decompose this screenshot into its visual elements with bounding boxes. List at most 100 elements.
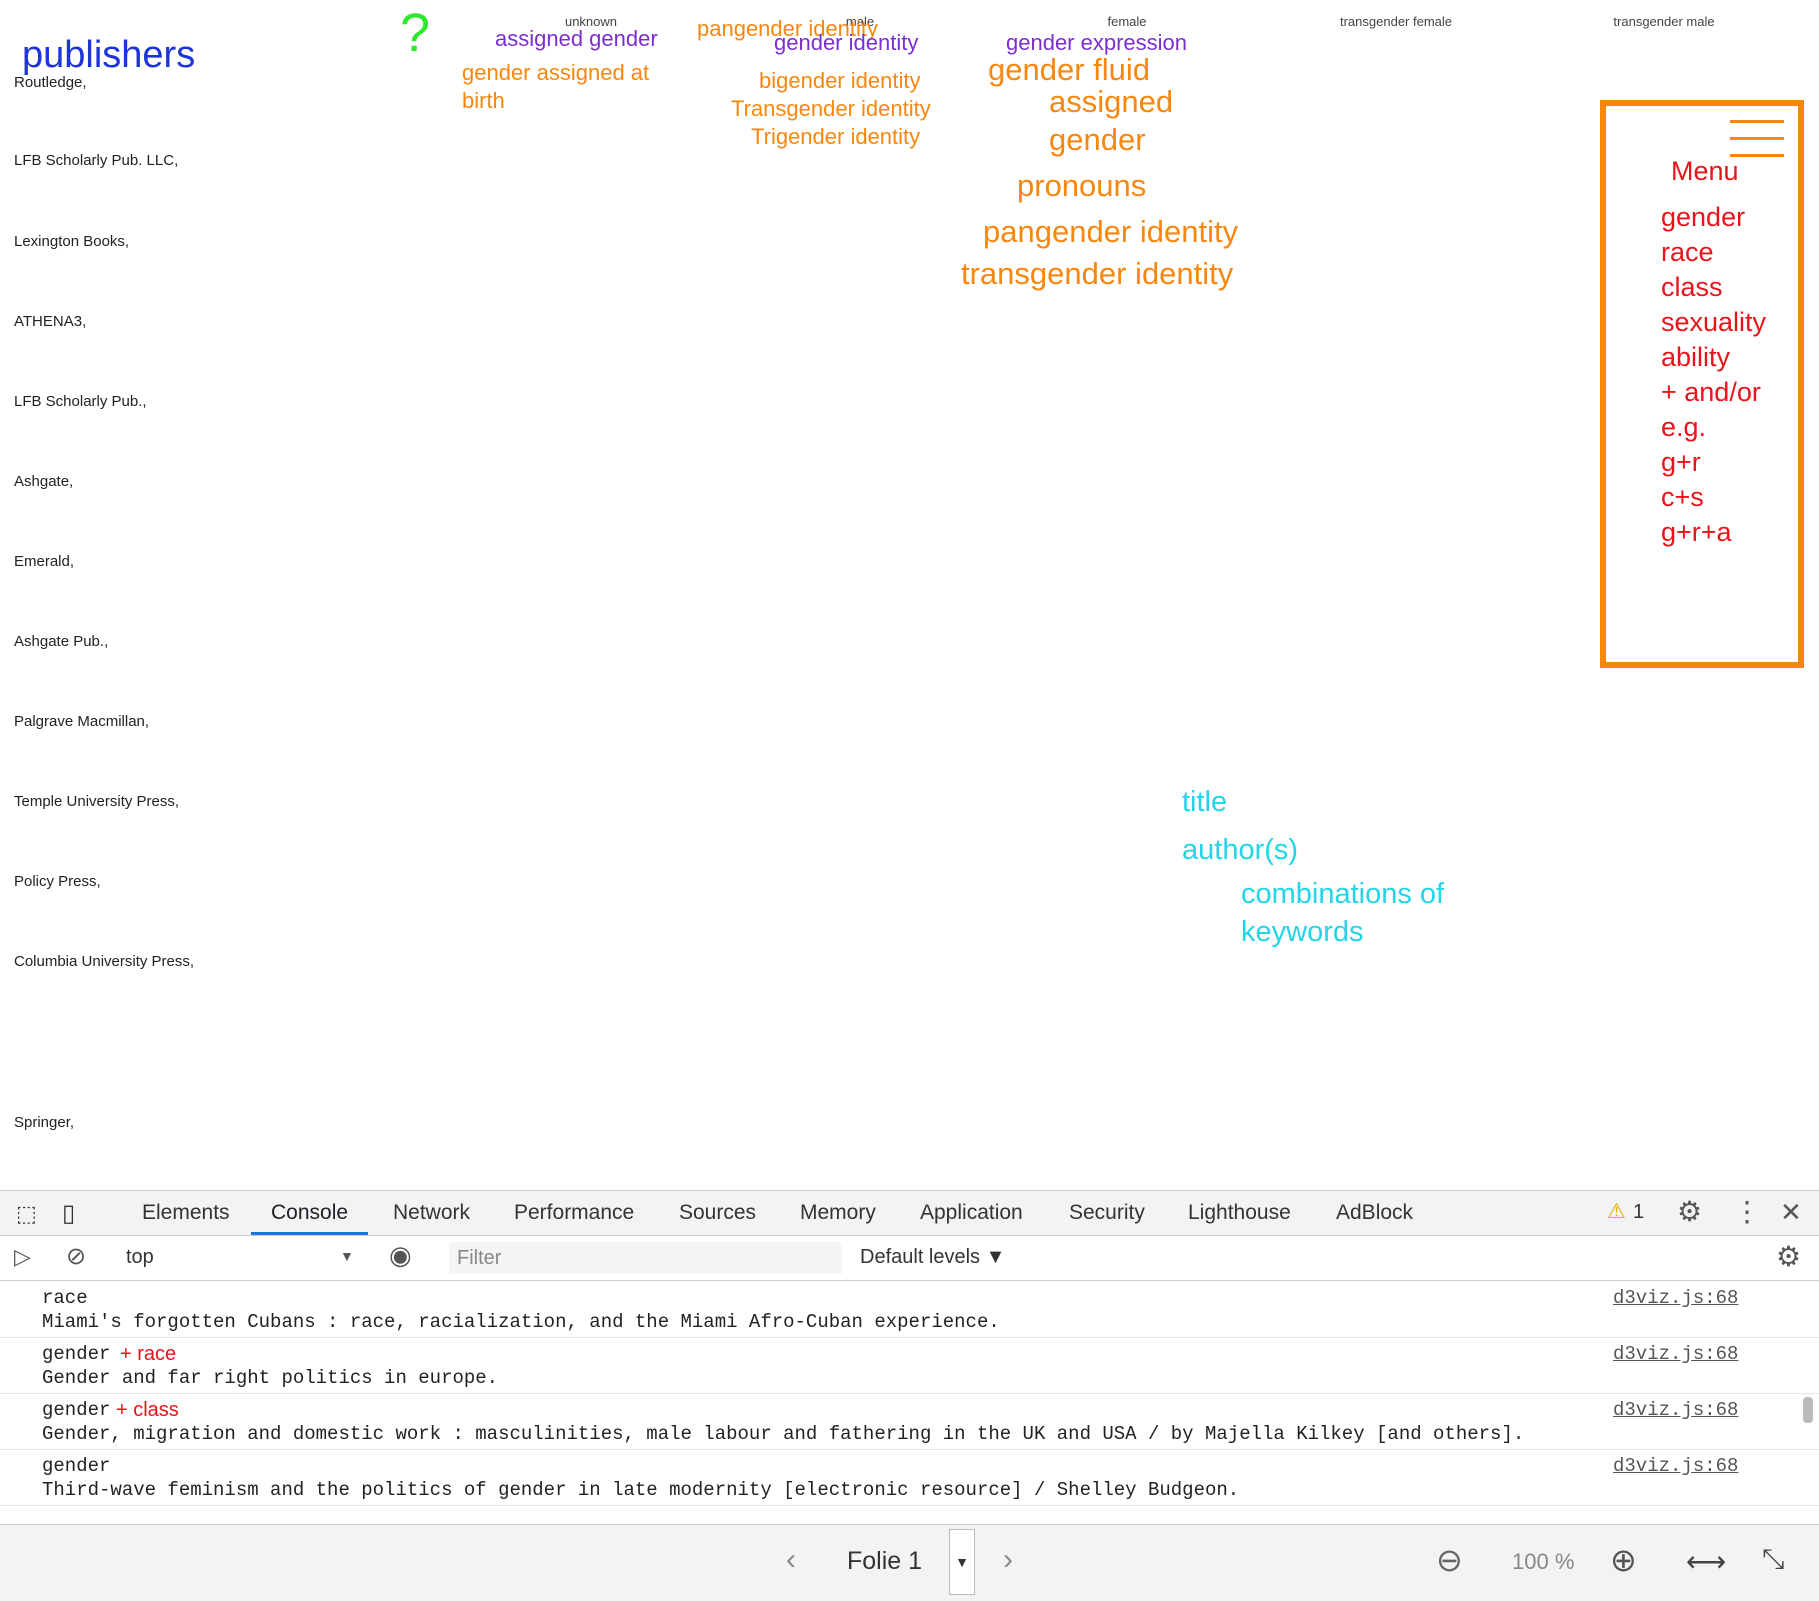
annotation-gender-fluid: gender fluid bbox=[988, 52, 1151, 87]
publisher-label: Palgrave Macmillan, bbox=[14, 713, 150, 730]
log-source-link[interactable]: d3viz.js:68 bbox=[1613, 1343, 1739, 1365]
log-keyword: race bbox=[42, 1287, 88, 1309]
next-slide-icon[interactable]: › bbox=[1003, 1543, 1013, 1576]
tab-performance[interactable]: Performance bbox=[514, 1201, 635, 1224]
annotation-gender-assigned-at-birth: gender assigned at bbox=[462, 60, 650, 85]
annotation-publishers: publishers bbox=[22, 34, 196, 76]
hamburger-icon[interactable] bbox=[1730, 120, 1784, 171]
annotation-assigned: assigned bbox=[1049, 84, 1174, 119]
annotation-question-mark: ? bbox=[400, 3, 431, 63]
publisher-label: Emerald, bbox=[14, 553, 75, 570]
annotation-pronouns: pronouns bbox=[1017, 168, 1147, 203]
log-source-link[interactable]: d3viz.js:68 bbox=[1613, 1287, 1739, 1309]
annotation-authors: author(s) bbox=[1182, 834, 1299, 866]
annotation-transgender-identity: transgender identity bbox=[961, 256, 1234, 291]
slide-dropdown-chevron-icon[interactable]: ▼ bbox=[949, 1529, 975, 1595]
console-log-entry: race Miami's forgotten Cubans : race, ra… bbox=[0, 1281, 1819, 1338]
tab-sources[interactable]: Sources bbox=[679, 1201, 757, 1224]
settings-gear-icon[interactable]: ⚙ bbox=[1677, 1196, 1703, 1227]
column-label-male: male bbox=[845, 14, 875, 29]
menu-item-and-or[interactable]: + and/or bbox=[1661, 377, 1761, 407]
publisher-label: Ashgate Pub., bbox=[14, 633, 109, 650]
menu-item-ability[interactable]: ability bbox=[1661, 342, 1731, 372]
log-levels-dropdown[interactable]: Default levels ▼ bbox=[860, 1246, 1006, 1268]
eye-icon[interactable]: ◉ bbox=[389, 1240, 412, 1270]
publisher-label: Lexington Books, bbox=[14, 233, 130, 250]
tab-adblock[interactable]: AdBlock bbox=[1336, 1201, 1414, 1224]
device-toolbar-icon[interactable]: ▯ bbox=[62, 1200, 76, 1227]
fit-width-icon[interactable]: ⟷ bbox=[1686, 1546, 1727, 1577]
log-message: Gender, migration and domestic work : ma… bbox=[42, 1423, 1525, 1445]
exit-fullscreen-icon[interactable]: ⤡ bbox=[1762, 1543, 1785, 1574]
annotation-keywords: keywords bbox=[1241, 916, 1364, 948]
annotation-assigned-gender: assigned gender bbox=[495, 26, 658, 51]
annotation-birth: birth bbox=[462, 88, 505, 113]
tab-lighthouse[interactable]: Lighthouse bbox=[1188, 1201, 1291, 1224]
annotation-gender: gender bbox=[1049, 122, 1146, 157]
annotation-combinations-of: combinations of bbox=[1241, 878, 1445, 910]
log-message: Miami's forgotten Cubans : race, raciali… bbox=[42, 1311, 1000, 1333]
console-log-entry: gender Third-wave feminism and the polit… bbox=[0, 1449, 1819, 1506]
tab-network[interactable]: Network bbox=[393, 1201, 471, 1224]
console-log-entry: gender + race Gender and far right polit… bbox=[0, 1337, 1819, 1394]
menu-item-class[interactable]: class bbox=[1661, 272, 1723, 302]
tab-elements[interactable]: Elements bbox=[142, 1201, 230, 1224]
log-source-link[interactable]: d3viz.js:68 bbox=[1613, 1455, 1739, 1477]
previous-slide-icon[interactable]: ‹ bbox=[786, 1543, 796, 1576]
annotation-gender-identity: gender identity bbox=[774, 30, 919, 55]
publisher-label: LFB Scholarly Pub., bbox=[14, 393, 147, 410]
devtools-panel: ⬚ ▯ Elements Console Network Performance… bbox=[0, 1190, 1819, 1525]
publisher-label: Springer, bbox=[14, 1114, 75, 1131]
column-label-female: female bbox=[1107, 14, 1147, 29]
visualization-canvas: unknown male female transgender female t… bbox=[14, 3, 1804, 1131]
menu-item-gender[interactable]: gender bbox=[1661, 202, 1746, 232]
context-selector[interactable]: top bbox=[126, 1246, 154, 1268]
log-keyword: gender bbox=[42, 1455, 111, 1477]
console-scrollbar[interactable] bbox=[1803, 1397, 1813, 1423]
annotation-plus-race: + race bbox=[120, 1343, 177, 1365]
inspect-element-icon[interactable]: ⬚ bbox=[16, 1201, 37, 1226]
log-source-link[interactable]: d3viz.js:68 bbox=[1613, 1399, 1739, 1421]
menu-item-c-s[interactable]: c+s bbox=[1661, 482, 1704, 512]
console-settings-icon[interactable]: ⚙ bbox=[1776, 1241, 1802, 1272]
column-label-transgender-female: transgender female bbox=[1339, 14, 1453, 29]
filter-input[interactable]: Filter bbox=[449, 1242, 842, 1274]
log-message: Gender and far right politics in europe. bbox=[42, 1367, 499, 1389]
annotation-trigender-identity: Trigender identity bbox=[751, 124, 921, 149]
menu-item-g-r[interactable]: g+r bbox=[1661, 447, 1701, 477]
log-keyword: gender bbox=[42, 1399, 111, 1421]
slide-indicator: Folie 1 bbox=[847, 1547, 923, 1575]
console-log-entry: gender + class Gender, migration and dom… bbox=[0, 1393, 1819, 1450]
zoom-out-icon[interactable]: ⊖ bbox=[1436, 1542, 1463, 1578]
zoom-level: 100 % bbox=[1512, 1549, 1575, 1574]
tab-memory[interactable]: Memory bbox=[800, 1201, 876, 1224]
menu-title: Menu bbox=[1671, 156, 1739, 186]
menu-item-race[interactable]: race bbox=[1661, 237, 1714, 267]
chevron-down-icon[interactable]: ▼ bbox=[340, 1248, 354, 1264]
publisher-label: Policy Press, bbox=[14, 873, 101, 890]
sidebar-toggle-icon[interactable]: ▷ bbox=[14, 1244, 31, 1269]
publisher-label: LFB Scholarly Pub. LLC, bbox=[14, 152, 179, 169]
publisher-label: Ashgate, bbox=[14, 473, 74, 490]
devtools-tabbar: ⬚ ▯ Elements Console Network Performance… bbox=[0, 1191, 1819, 1236]
close-icon[interactable]: ✕ bbox=[1780, 1197, 1802, 1227]
warning-icon[interactable]: ⚠ bbox=[1607, 1200, 1626, 1223]
menu-item-sexuality[interactable]: sexuality bbox=[1661, 307, 1767, 337]
column-label-transgender-male: transgender male bbox=[1613, 14, 1715, 29]
tab-security[interactable]: Security bbox=[1069, 1201, 1145, 1224]
publisher-label: Temple University Press, bbox=[14, 793, 180, 810]
annotation-bigender-identity: bigender identity bbox=[759, 68, 921, 93]
zoom-in-icon[interactable]: ⊕ bbox=[1610, 1542, 1637, 1578]
clear-console-icon[interactable]: ⊘ bbox=[66, 1243, 87, 1270]
warning-count[interactable]: 1 bbox=[1633, 1201, 1645, 1223]
menu-item-g-r-a[interactable]: g+r+a bbox=[1661, 517, 1732, 547]
tab-application[interactable]: Application bbox=[920, 1201, 1023, 1224]
annotation-pangender-identity: pangender identity bbox=[983, 214, 1239, 249]
console-toolbar: ▷ ⊘ top ▼ ◉ Filter Default levels ▼ ⚙ bbox=[0, 1236, 1819, 1281]
annotation-title: title bbox=[1182, 786, 1228, 818]
publisher-label: Columbia University Press, bbox=[14, 953, 195, 970]
more-options-icon[interactable]: ⋮ bbox=[1733, 1196, 1761, 1227]
tab-console[interactable]: Console bbox=[251, 1191, 369, 1235]
log-message: Third-wave feminism and the politics of … bbox=[42, 1479, 1240, 1501]
menu-item-eg: e.g. bbox=[1661, 412, 1707, 442]
